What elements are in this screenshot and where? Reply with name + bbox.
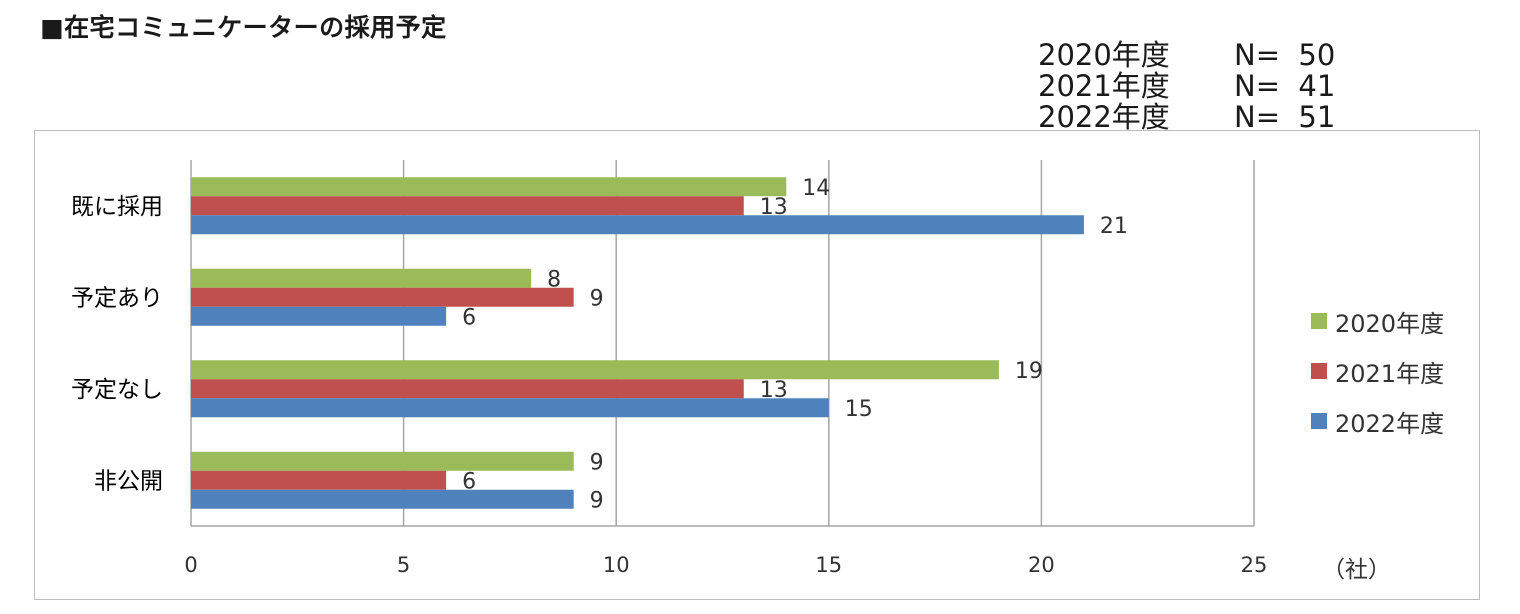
- legend-label-2020: 2020年度: [1335, 309, 1445, 338]
- category-label: 非公開: [94, 468, 163, 494]
- category-label: 予定あり: [71, 285, 163, 311]
- x-tick-label: 20: [1028, 553, 1055, 577]
- x-tick-label: 25: [1241, 553, 1268, 577]
- legend-item-2020: 2020年度: [1311, 296, 1444, 346]
- data-label: 9: [590, 286, 604, 311]
- bar-2022年度: [191, 489, 574, 509]
- sample-size-value: N= 51: [1234, 100, 1336, 134]
- legend-swatch-2020: [1311, 313, 1327, 329]
- x-tick-label: 15: [815, 553, 842, 577]
- bar-2020年度: [191, 177, 787, 197]
- sample-size-year: 2022年度: [1038, 100, 1170, 134]
- legend: 2020年度 2021年度 2022年度: [1311, 296, 1444, 446]
- sample-size-row: 2022年度 N= 51: [1038, 102, 1358, 133]
- sample-size-block: 2020年度 N= 50 2021年度 N= 41 2022年度 N= 51: [1038, 40, 1358, 133]
- bar-2020年度: [191, 268, 532, 288]
- bar-2022年度: [191, 215, 1084, 235]
- data-label: 14: [802, 176, 830, 201]
- bar-2022年度: [191, 306, 447, 326]
- category-label: 予定なし: [71, 377, 163, 403]
- legend-label-2022: 2022年度: [1335, 409, 1445, 438]
- sample-size-year: 2020年度: [1038, 38, 1170, 72]
- sample-size-year: 2021年度: [1038, 69, 1170, 103]
- data-label: 15: [845, 397, 873, 422]
- legend-label-2021: 2021年度: [1335, 359, 1445, 388]
- x-tick-label: 10: [603, 553, 630, 577]
- sample-size-value: N= 50: [1234, 38, 1336, 72]
- unit-label: （社）: [1322, 557, 1391, 583]
- x-tick-label: 0: [184, 553, 197, 577]
- data-label: 8: [547, 267, 561, 292]
- data-label: 9: [590, 450, 604, 475]
- data-label: 19: [1015, 359, 1043, 384]
- chart-title: ■在宅コミュニケーターの採用予定: [40, 13, 447, 42]
- data-label: 6: [462, 305, 476, 330]
- bar-2021年度: [191, 470, 447, 490]
- bar-2020年度: [191, 360, 999, 380]
- data-label: 6: [462, 469, 476, 494]
- sample-size-row: 2020年度 N= 50: [1038, 40, 1358, 71]
- bar-2020年度: [191, 451, 574, 471]
- bar-2021年度: [191, 287, 574, 307]
- data-label: 9: [590, 488, 604, 513]
- legend-swatch-2021: [1311, 363, 1327, 379]
- data-label: 21: [1100, 214, 1128, 239]
- legend-swatch-2022: [1311, 413, 1327, 429]
- bar-2022年度: [191, 398, 829, 418]
- bar-2021年度: [191, 196, 744, 216]
- bar-2021年度: [191, 379, 744, 399]
- x-tick-label: 5: [397, 553, 410, 577]
- legend-item-2022: 2022年度: [1311, 396, 1444, 446]
- chart-frame: [34, 130, 1480, 600]
- legend-item-2021: 2021年度: [1311, 346, 1444, 396]
- category-label: 既に採用: [71, 194, 163, 220]
- sample-size-value: N= 41: [1234, 69, 1336, 103]
- sample-size-row: 2021年度 N= 41: [1038, 71, 1358, 102]
